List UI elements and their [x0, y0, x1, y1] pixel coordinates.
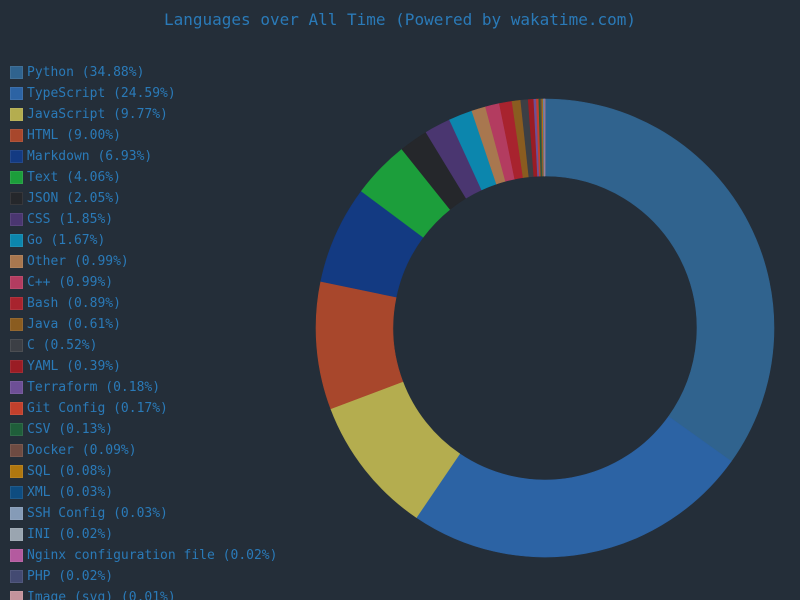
legend-label: Markdown (6.93%): [27, 149, 153, 164]
legend-swatch: [10, 402, 23, 415]
legend-swatch: [10, 234, 23, 247]
legend-label: Go (1.67%): [27, 233, 106, 248]
legend-item[interactable]: CSV (0.13%): [10, 419, 310, 440]
legend-item[interactable]: Terraform (0.18%): [10, 377, 310, 398]
legend-swatch: [10, 381, 23, 394]
legend-label: HTML (9.00%): [27, 128, 121, 143]
legend-item[interactable]: XML (0.03%): [10, 482, 310, 503]
legend-swatch: [10, 360, 23, 373]
legend-swatch: [10, 549, 23, 562]
donut-slice[interactable]: [416, 416, 732, 558]
legend-swatch: [10, 507, 23, 520]
legend-item[interactable]: C++ (0.99%): [10, 272, 310, 293]
legend-item[interactable]: INI (0.02%): [10, 524, 310, 545]
legend-label: PHP (0.02%): [27, 569, 114, 584]
legend-item[interactable]: Image (svg) (0.01%): [10, 587, 310, 600]
legend-swatch: [10, 591, 23, 600]
legend-item[interactable]: CSS (1.85%): [10, 209, 310, 230]
legend-swatch: [10, 297, 23, 310]
legend-label: Text (4.06%): [27, 170, 121, 185]
legend-label: Image (svg) (0.01%): [27, 590, 176, 600]
legend-item[interactable]: JSON (2.05%): [10, 188, 310, 209]
legend-item[interactable]: SSH Config (0.03%): [10, 503, 310, 524]
legend-item[interactable]: Git Config (0.17%): [10, 398, 310, 419]
legend-item[interactable]: Other (0.99%): [10, 251, 310, 272]
legend-swatch: [10, 318, 23, 331]
legend-item[interactable]: JavaScript (9.77%): [10, 104, 310, 125]
legend-item[interactable]: TypeScript (24.59%): [10, 83, 310, 104]
legend-swatch: [10, 570, 23, 583]
legend-item[interactable]: Bash (0.89%): [10, 293, 310, 314]
legend-item[interactable]: YAML (0.39%): [10, 356, 310, 377]
legend-swatch: [10, 444, 23, 457]
legend-swatch: [10, 255, 23, 268]
legend-item[interactable]: Python (34.88%): [10, 62, 310, 83]
legend-label: CSS (1.85%): [27, 212, 114, 227]
legend-swatch: [10, 171, 23, 184]
legend-label: Python (34.88%): [27, 65, 145, 80]
legend-label: Bash (0.89%): [27, 296, 121, 311]
legend-label: INI (0.02%): [27, 527, 114, 542]
chart-legend: Python (34.88%) TypeScript (24.59%) JavaSc…: [10, 62, 310, 600]
legend-swatch: [10, 108, 23, 121]
legend-label: Other (0.99%): [27, 254, 129, 269]
legend-item[interactable]: Java (0.61%): [10, 314, 310, 335]
donut-slice[interactable]: [544, 98, 775, 462]
legend-swatch: [10, 129, 23, 142]
legend-label: C (0.52%): [27, 338, 98, 353]
legend-swatch: [10, 276, 23, 289]
legend-item[interactable]: Docker (0.09%): [10, 440, 310, 461]
chart-title: Languages over All Time (Powered by waka…: [163, 10, 636, 29]
legend-label: SQL (0.08%): [27, 464, 114, 479]
legend-item[interactable]: PHP (0.02%): [10, 566, 310, 587]
legend-item[interactable]: SQL (0.08%): [10, 461, 310, 482]
legend-label: Terraform (0.18%): [27, 380, 161, 395]
legend-item[interactable]: C (0.52%): [10, 335, 310, 356]
legend-label: XML (0.03%): [27, 485, 114, 500]
legend-swatch: [10, 423, 23, 436]
legend-label: C++ (0.99%): [27, 275, 114, 290]
legend-label: Docker (0.09%): [27, 443, 137, 458]
legend-swatch: [10, 192, 23, 205]
legend-swatch: [10, 213, 23, 226]
legend-label: TypeScript (24.59%): [27, 86, 176, 101]
legend-label: CSV (0.13%): [27, 422, 114, 437]
legend-label: SSH Config (0.03%): [27, 506, 168, 521]
legend-item[interactable]: Markdown (6.93%): [10, 146, 310, 167]
legend-swatch: [10, 528, 23, 541]
legend-item[interactable]: HTML (9.00%): [10, 125, 310, 146]
legend-swatch: [10, 339, 23, 352]
legend-swatch: [10, 150, 23, 163]
legend-swatch: [10, 465, 23, 478]
legend-label: YAML (0.39%): [27, 359, 121, 374]
legend-label: JavaScript (9.77%): [27, 107, 168, 122]
legend-swatch: [10, 66, 23, 79]
legend-item[interactable]: Go (1.67%): [10, 230, 310, 251]
legend-swatch: [10, 87, 23, 100]
legend-item[interactable]: Text (4.06%): [10, 167, 310, 188]
legend-label: Java (0.61%): [27, 317, 121, 332]
legend-swatch: [10, 486, 23, 499]
legend-label: Nginx configuration file (0.02%): [27, 548, 278, 563]
legend-label: JSON (2.05%): [27, 191, 121, 206]
legend-item[interactable]: Nginx configuration file (0.02%): [10, 545, 310, 566]
legend-label: Git Config (0.17%): [27, 401, 168, 416]
